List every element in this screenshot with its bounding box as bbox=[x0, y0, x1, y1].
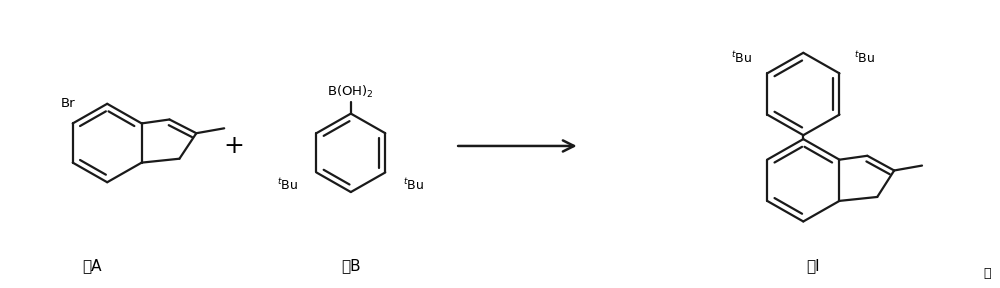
Text: B(OH)$_2$: B(OH)$_2$ bbox=[327, 84, 374, 100]
Text: 式A: 式A bbox=[83, 258, 102, 273]
Text: 式I: 式I bbox=[806, 258, 820, 273]
Text: $^t$Bu: $^t$Bu bbox=[731, 50, 752, 66]
Text: +: + bbox=[223, 134, 244, 158]
Text: 。: 。 bbox=[984, 267, 991, 280]
Text: 式B: 式B bbox=[341, 258, 361, 273]
Text: $^t$Bu: $^t$Bu bbox=[403, 177, 424, 193]
Text: $^t$Bu: $^t$Bu bbox=[277, 177, 298, 193]
Text: Br: Br bbox=[60, 97, 75, 110]
Text: $^t$Bu: $^t$Bu bbox=[854, 50, 876, 66]
